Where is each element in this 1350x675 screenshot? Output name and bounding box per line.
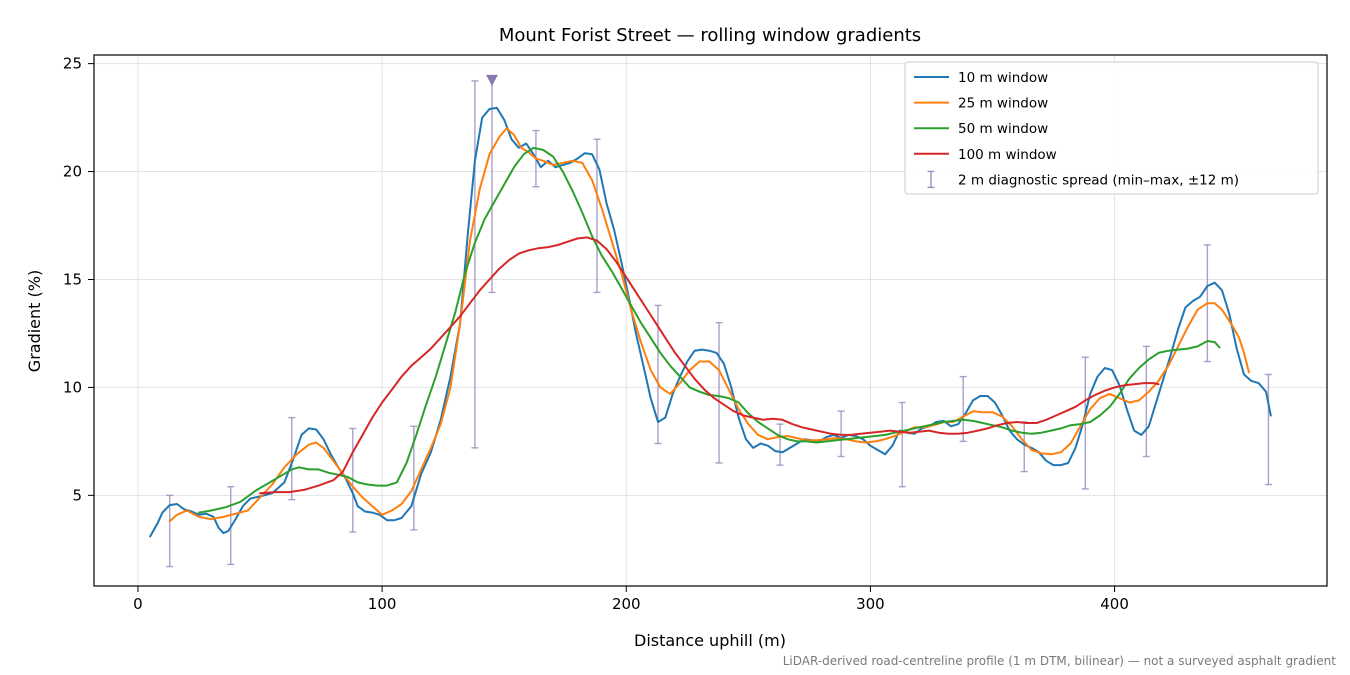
x-axis-label: Distance uphill (m) <box>634 631 786 650</box>
legend-label-1: 10 m window <box>958 70 1048 86</box>
y-axis-label: Gradient (%) <box>25 270 44 372</box>
series-line-4 <box>259 236 1160 495</box>
legend-entry-2: 25 m window <box>914 96 1048 112</box>
legend-label-2: 25 m window <box>958 96 1048 112</box>
legend-entry-1: 10 m window <box>914 70 1048 86</box>
error-bar-10 <box>715 321 723 464</box>
x-tick-label-0: 0 <box>133 595 143 613</box>
legend-box <box>904 61 1319 195</box>
error-bar-0 <box>166 494 174 568</box>
error-bar-13 <box>898 401 906 488</box>
x-tick-label-300: 300 <box>856 595 885 613</box>
x-tick-label-200: 200 <box>612 595 641 613</box>
y-axis-ticks: 5 10 15 20 25 <box>63 55 94 504</box>
error-bar-17 <box>1142 345 1150 458</box>
footnote: LiDAR-derived road-centreline profile (1… <box>783 654 1337 668</box>
y-tick-label-20: 20 <box>63 163 82 181</box>
legend: 10 m window 25 m window 50 m window 100 m w… <box>904 61 1319 195</box>
series-line-2 <box>168 127 1250 523</box>
y-tick-label-15: 15 <box>63 270 82 288</box>
error-bar-11 <box>776 423 784 466</box>
error-bar-12 <box>837 410 845 458</box>
y-tick-label-10: 10 <box>63 378 82 396</box>
legend-entry-5: 2 m diagnostic spread (min–max, ±12 m) <box>927 170 1239 188</box>
legend-entry-3: 50 m window <box>914 121 1048 137</box>
legend-label-5: 2 m diagnostic spread (min–max, ±12 m) <box>958 172 1239 188</box>
plot-frame <box>93 54 1328 587</box>
error-bar-19 <box>1264 373 1272 486</box>
series-lines <box>149 106 1272 538</box>
y-tick-label-25: 25 <box>63 55 82 73</box>
legend-label-3: 50 m window <box>958 121 1048 137</box>
legend-label-4: 100 m window <box>958 147 1057 163</box>
chart-title: Mount Forist Street — rolling window gra… <box>499 25 921 46</box>
series-line-3 <box>198 146 1221 514</box>
x-axis-ticks: 0 100 200 300 400 <box>133 586 1129 613</box>
x-tick-label-400: 400 <box>1100 595 1129 613</box>
error-bar-5 <box>471 80 479 449</box>
peak-marker-layer <box>485 74 498 86</box>
legend-entry-4: 100 m window <box>914 147 1057 163</box>
peak-marker <box>485 74 498 86</box>
y-tick-label-5: 5 <box>72 486 82 504</box>
error-bar-14 <box>959 375 967 443</box>
x-tick-label-100: 100 <box>368 595 397 613</box>
